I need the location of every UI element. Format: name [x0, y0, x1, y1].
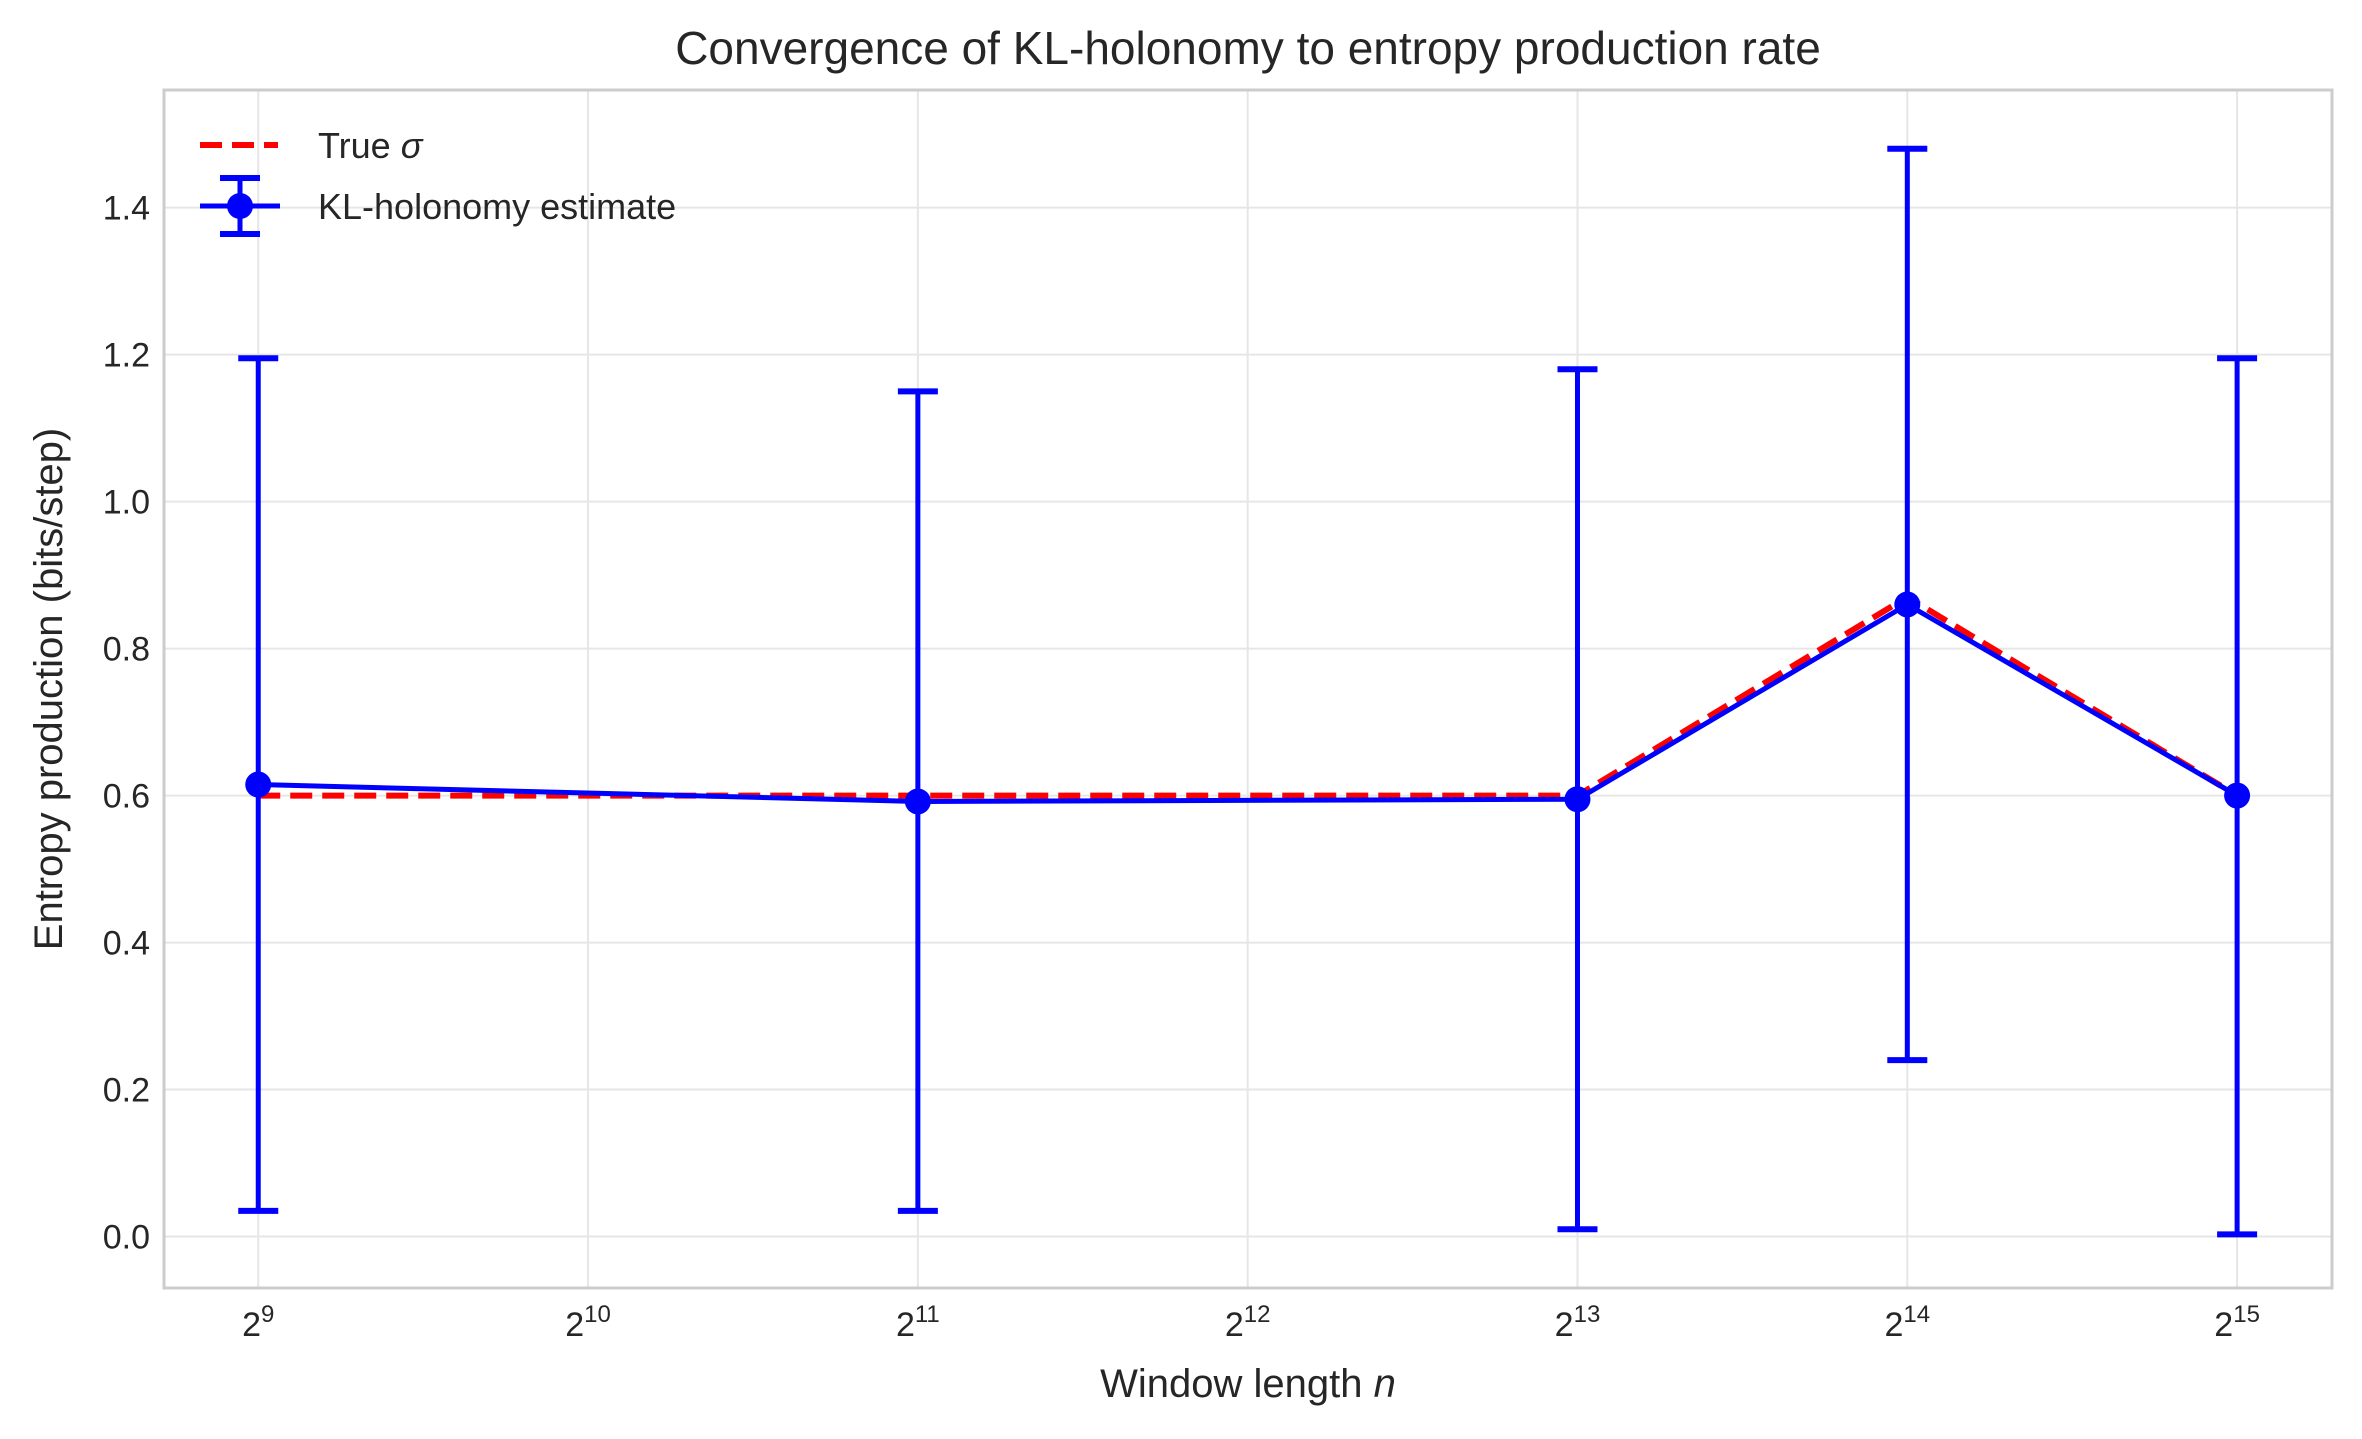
x-tick-labels: 29 210 211 212 213 214 215 [242, 1301, 2260, 1344]
x-tick-label: 214 [1884, 1301, 1930, 1344]
x-tick-exponent: 9 [261, 1301, 274, 1328]
kl-holonomy-point [904, 788, 931, 815]
plot-frame [162, 88, 2334, 1290]
y-tick-label: 0.4 [103, 925, 150, 963]
y-tick-label: 0.2 [103, 1072, 150, 1110]
kl-holonomy-point [245, 771, 272, 798]
x-tick-label: 211 [896, 1301, 940, 1344]
x-tick-base: 2 [1555, 1306, 1574, 1344]
legend-true-sigma-symbol: σ [401, 125, 424, 166]
legend-true-sigma-label: True σ [318, 125, 424, 166]
legend-estimate-marker [227, 193, 253, 219]
x-tick-base: 2 [1884, 1306, 1903, 1344]
x-tick-label: 210 [565, 1301, 611, 1344]
kl-holonomy-point [2224, 782, 2251, 809]
grid-lines [164, 90, 2332, 1288]
x-axis-label-text: Window length [1100, 1362, 1373, 1406]
x-tick-label: 213 [1555, 1301, 1601, 1344]
x-tick-base: 2 [565, 1306, 584, 1344]
y-tick-label: 1.2 [103, 337, 150, 375]
x-tick-base: 2 [1225, 1306, 1244, 1344]
x-axis-label: Window length n [1100, 1362, 1396, 1406]
y-tick-labels: 0.0 0.2 0.4 0.6 0.8 1.0 1.2 1.4 [103, 190, 150, 1257]
kl-holonomy-point [1564, 786, 1591, 813]
kl-holonomy-point [1894, 591, 1921, 618]
legend: True σ KL-holonomy estimate [200, 125, 676, 237]
x-tick-label: 212 [1225, 1301, 1271, 1344]
series-layer [238, 145, 2258, 1238]
legend-estimate-swatch [200, 175, 280, 237]
x-tick-exponent: 15 [2233, 1301, 2260, 1328]
y-tick-label: 0.6 [103, 778, 150, 816]
chart-title: Convergence of KL-holonomy to entropy pr… [675, 22, 1821, 74]
x-tick-label: 29 [242, 1301, 274, 1344]
y-axis-label: Entropy production (bits/step) [27, 428, 71, 950]
legend-true-sigma-label-text: True [318, 125, 401, 166]
legend-estimate-label: KL-holonomy estimate [318, 186, 676, 227]
x-tick-exponent: 11 [915, 1301, 940, 1328]
x-axis-label-variable: n [1374, 1362, 1396, 1406]
y-tick-label: 0.8 [103, 631, 150, 669]
x-tick-base: 2 [896, 1306, 915, 1344]
x-tick-base: 2 [2214, 1306, 2233, 1344]
x-tick-exponent: 13 [1574, 1301, 1601, 1328]
x-tick-base: 2 [242, 1306, 261, 1344]
x-tick-label: 215 [2214, 1301, 2260, 1344]
y-tick-label: 0.0 [103, 1219, 150, 1257]
x-tick-exponent: 12 [1244, 1301, 1271, 1328]
y-tick-label: 1.4 [103, 190, 150, 228]
x-tick-exponent: 14 [1903, 1301, 1930, 1328]
x-tick-exponent: 10 [584, 1301, 611, 1328]
y-tick-label: 1.0 [103, 484, 150, 522]
